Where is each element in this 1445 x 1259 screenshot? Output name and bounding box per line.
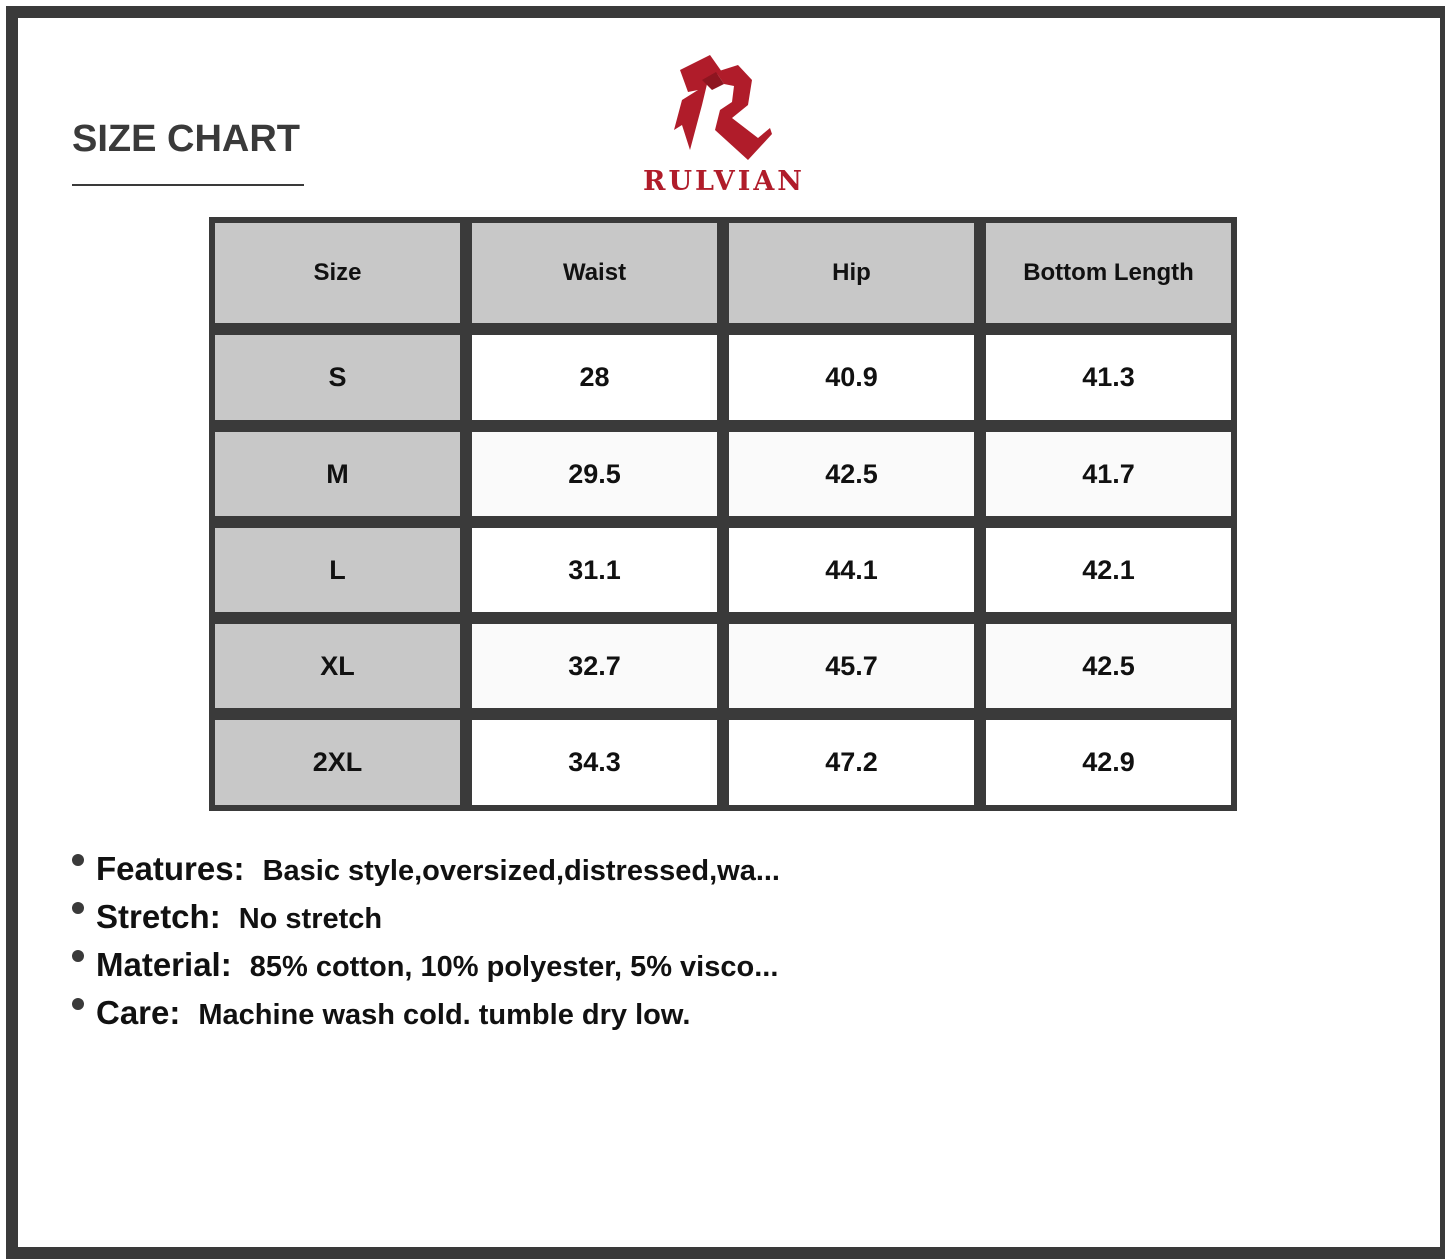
table-cell: 28 (472, 335, 717, 420)
table-cell: 42.9 (986, 720, 1231, 805)
note-value: Machine wash cold. tumble dry low. (198, 999, 691, 1031)
size-cell: L (215, 528, 460, 612)
bullet-icon (72, 950, 84, 962)
note-label: Stretch: (96, 898, 221, 935)
page-title: SIZE CHART (72, 118, 300, 160)
note-value: No stretch (238, 903, 383, 935)
note-label: Care: (96, 994, 181, 1031)
size-cell: M (215, 432, 460, 516)
size-cell: 2XL (215, 720, 460, 805)
note-features: Features: Basic style,oversized,distress… (72, 850, 780, 898)
table-cell: 45.7 (729, 624, 974, 708)
bullet-icon (72, 998, 84, 1010)
table-cell: 40.9 (729, 335, 974, 420)
table-cell: 41.3 (986, 335, 1231, 420)
note-label: Features: (96, 850, 245, 887)
table-header-cell: Bottom Length (986, 223, 1231, 323)
table-cell: 34.3 (472, 720, 717, 805)
size-cell: XL (215, 624, 460, 708)
note-care: Care: Machine wash cold. tumble dry low. (72, 994, 780, 1042)
size-cell: S (215, 335, 460, 420)
note-value: 85% cotton, 10% polyester, 5% visco... (249, 951, 779, 983)
table-header-cell: Waist (472, 223, 717, 323)
table-cell: 44.1 (729, 528, 974, 612)
table-cell: 31.1 (472, 528, 717, 612)
note-stretch: Stretch: No stretch (72, 898, 780, 946)
brand-logo-icon (674, 55, 772, 160)
title-underline (72, 184, 304, 186)
size-table: Size Waist Hip Bottom Length S 28 40.9 41.3 M 29.… (209, 217, 1237, 811)
note-label: Material: (96, 946, 232, 983)
product-notes: Features: Basic style,oversized,distress… (72, 850, 780, 1042)
table-cell: 42.5 (729, 432, 974, 516)
note-material: Material: 85% cotton, 10% polyester, 5% … (72, 946, 780, 994)
note-value: Basic style,oversized,distressed,wa... (262, 855, 780, 887)
table-cell: 42.1 (986, 528, 1231, 612)
table-cell: 42.5 (986, 624, 1231, 708)
table-cell: 29.5 (472, 432, 717, 516)
bullet-icon (72, 902, 84, 914)
table-cell: 32.7 (472, 624, 717, 708)
bullet-icon (72, 854, 84, 866)
brand-name: RULVIAN (643, 166, 805, 197)
table-cell: 47.2 (729, 720, 974, 805)
table-cell: 41.7 (986, 432, 1231, 516)
table-header-cell: Hip (729, 223, 974, 323)
table-header-cell: Size (215, 223, 460, 323)
